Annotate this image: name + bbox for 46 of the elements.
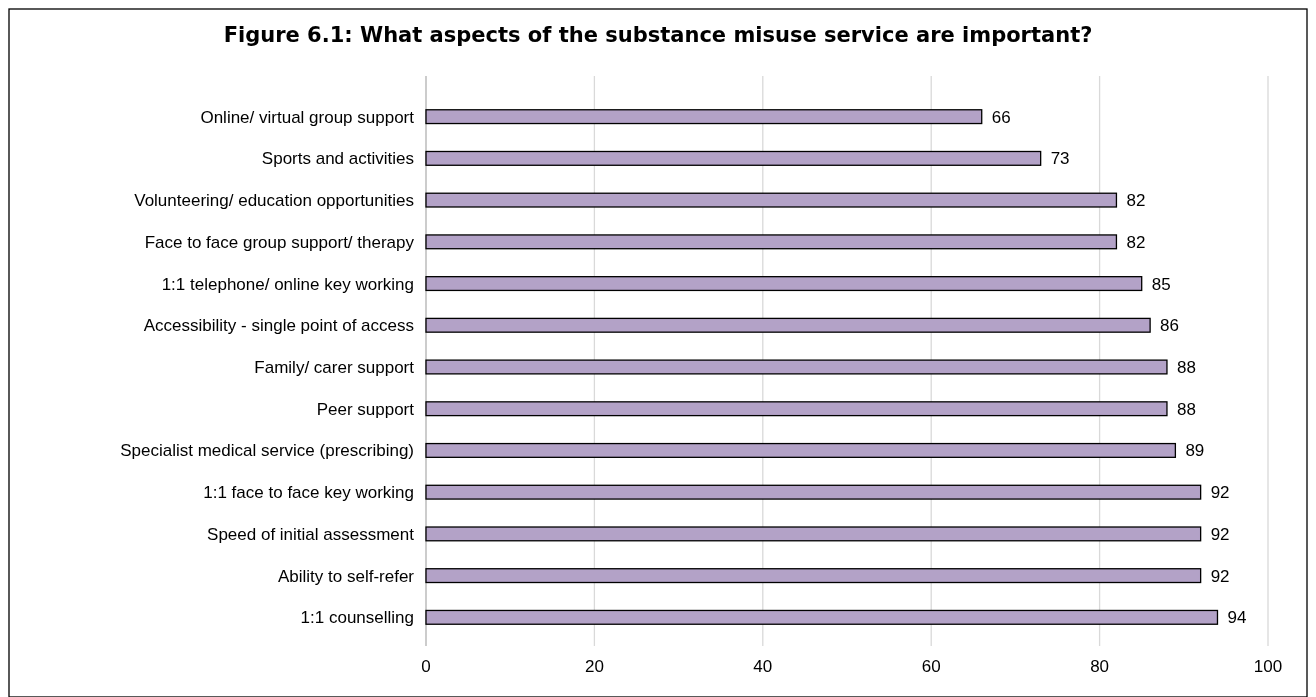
bar <box>425 234 1118 250</box>
x-tick-label: 0 <box>421 657 431 676</box>
chart-title: Figure 6.1: What aspects of the substance misuse service are important? <box>223 23 1093 47</box>
x-tick-label: 100 <box>1253 657 1283 676</box>
y-tick-label: Ability to self-refer <box>277 566 415 586</box>
y-tick-label: 1:1 face to face key working <box>203 483 414 503</box>
data-label: 66 <box>991 107 1011 127</box>
y-tick-label: 1:1 telephone/ online key working <box>161 274 414 294</box>
bar <box>425 276 1143 292</box>
data-label: 92 <box>1210 483 1230 503</box>
bar <box>425 359 1168 375</box>
bar <box>425 484 1202 500</box>
y-tick-label: Accessibility - single point of access <box>143 316 414 336</box>
bar <box>425 609 1219 625</box>
bar <box>425 442 1177 458</box>
bar <box>425 568 1202 584</box>
bar <box>425 526 1202 542</box>
data-label: 92 <box>1210 566 1230 586</box>
y-tick-label: Speed of initial assessment <box>207 524 415 544</box>
data-label: 89 <box>1185 441 1205 461</box>
data-label: 73 <box>1050 149 1070 169</box>
y-tick-label: Peer support <box>316 399 415 419</box>
y-tick-label: 1:1 counselling <box>300 608 414 628</box>
x-tick-label: 80 <box>1090 657 1110 676</box>
bar <box>425 150 1042 166</box>
data-label: 82 <box>1126 232 1146 252</box>
y-tick-label: Sports and activities <box>261 149 414 169</box>
y-tick-label: Face to face group support/ therapy <box>144 232 415 252</box>
bar <box>425 317 1151 333</box>
bar <box>425 192 1118 208</box>
x-tick-label: 40 <box>753 657 773 676</box>
y-tick-label: Online/ virtual group support <box>200 107 415 127</box>
data-label: 88 <box>1176 357 1196 377</box>
data-label: 88 <box>1176 399 1196 419</box>
x-tick-label: 20 <box>584 657 604 676</box>
y-tick-label: Volunteering/ education opportunities <box>134 191 414 211</box>
x-tick-label: 60 <box>921 657 941 676</box>
data-label: 92 <box>1210 524 1230 544</box>
bar <box>425 401 1168 417</box>
data-label: 85 <box>1151 274 1171 294</box>
data-label: 86 <box>1160 316 1180 336</box>
data-label: 94 <box>1227 608 1247 628</box>
data-label: 82 <box>1126 191 1146 211</box>
bar <box>425 109 983 125</box>
y-tick-label: Specialist medical service (prescribing) <box>120 441 414 461</box>
y-tick-label: Family/ carer support <box>254 357 415 377</box>
